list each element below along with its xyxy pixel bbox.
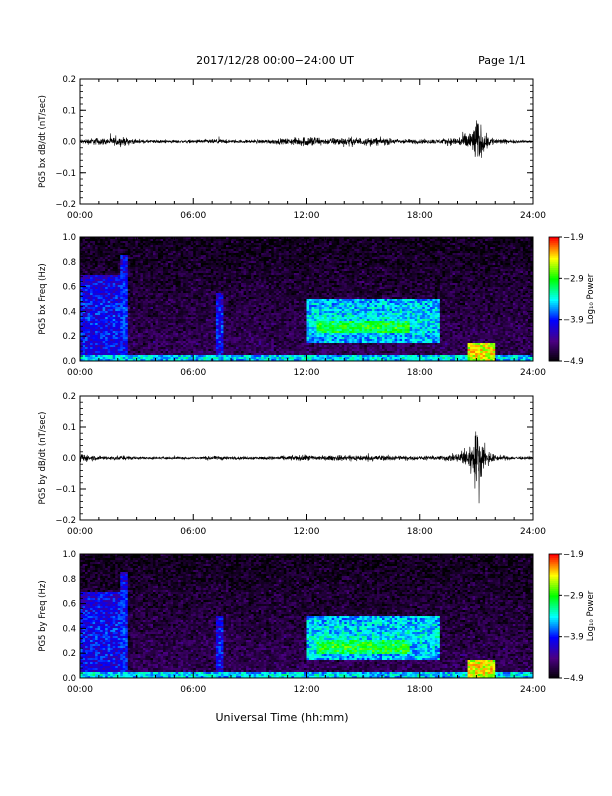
x-axis-label: Universal Time (hh:mm) [216,711,349,724]
y-tick-label: 0.0 [62,138,76,148]
y-tick-label: −0.1 [55,169,76,179]
series-line [80,120,533,158]
x-tick-label: 24:00 [520,211,546,221]
figure-title: 2017/12/28 00:00−24:00 UT [196,54,354,67]
y-tick-label: −0.2 [55,200,76,210]
x-tick-label: 18:00 [407,211,433,221]
x-tick-label: 06:00 [180,211,206,221]
panels: 00:00 06:00 12:00 18:00 24:00 0.2 0.1 0.0 −0.1 −0… [38,75,596,695]
heatmap-cells [80,237,533,361]
y-tick-label: 0.2 [62,75,76,85]
x-tick-label: 00:00 [67,211,93,221]
chart-panel-1: 00:00 06:00 12:00 18:00 24:00 0.2 0.1 0.0 −0.1 −0… [38,75,546,221]
y-tick-label: 0.1 [62,106,76,116]
y-axis-label: PG5 bx dB/dt (nT/sec) [38,95,48,188]
x-tick-label: 12:00 [294,211,320,221]
page-number: Page 1/1 [478,54,526,67]
